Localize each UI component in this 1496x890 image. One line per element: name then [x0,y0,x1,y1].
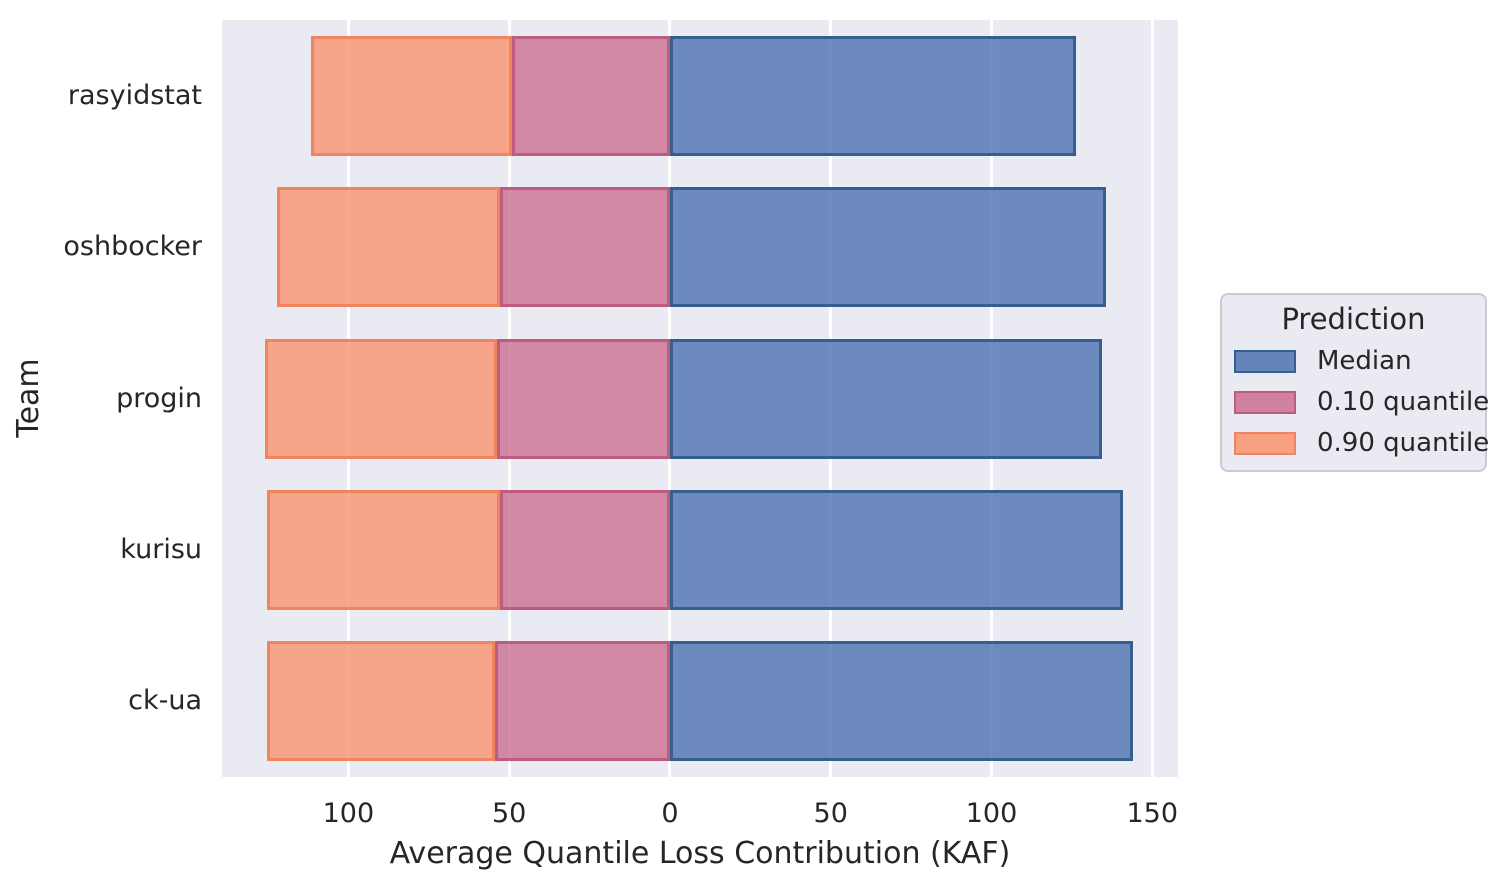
legend-label: 0.90 quantile [1317,428,1490,458]
x-axis-label: Average Quantile Loss Contribution (KAF) [389,836,1011,871]
y-tick-label-ck-ua: ck-ua [128,685,202,717]
legend-swatch-icon [1234,431,1296,455]
x-tick-label-50-at--50: 50 [491,798,527,829]
bar-kurisu-median [669,489,1124,610]
bar-kurisu-0-10-quantile [499,489,670,610]
bar-oshbocker-0-90-quantile [276,187,500,308]
y-tick-label-progin: progin [116,382,202,414]
y-tick-label-oshbocker: oshbocker [63,231,202,263]
legend-item-0-90-quantile: 0.90 quantile [1234,427,1489,459]
legend-title: Prediction [1281,302,1426,336]
x-tick-label-50-at-50: 50 [813,798,848,829]
y-tick-label-kurisu: kurisu [120,533,202,565]
bar-progin-0-90-quantile [264,338,497,459]
bar-rasyidstat-median [669,35,1077,156]
bar-progin-median [669,338,1102,459]
bar-oshbocker-median [669,187,1106,308]
bar-ck-ua-0-10-quantile [495,641,670,762]
plot-area [222,20,1178,777]
bar-rasyidstat-0-90-quantile [310,35,513,156]
legend-label: Median [1317,346,1412,376]
bar-kurisu-0-90-quantile [267,489,500,610]
legend-label: 0.10 quantile [1317,387,1490,417]
legend-items: Median 0.10 quantile 0.90 quantile [1234,345,1489,459]
legend-item-0-10-quantile: 0.10 quantile [1234,386,1489,418]
y-tick-label-rasyidstat: rasyidstat [67,79,202,111]
legend-swatch-icon [1234,390,1296,414]
bar-oshbocker-0-10-quantile [499,187,670,308]
x-tick-label-0-at-0: 0 [661,798,679,829]
x-tick-label-100-at-100: 100 [965,798,1018,829]
x-tick-label-150-at-150: 150 [1126,798,1179,829]
legend: Prediction Median 0.10 quantile 0.90 quant… [1220,293,1489,472]
gridline-x-150 [1150,20,1154,777]
bar-ck-ua-median [669,641,1134,762]
legend-swatch-icon [1234,349,1296,373]
bar-progin-0-10-quantile [496,338,670,459]
legend-item-median: Median [1234,345,1473,377]
bar-ck-ua-0-90-quantile [267,641,495,762]
bar-rasyidstat-0-10-quantile [512,35,670,156]
x-tick-label-100-at--100: 100 [322,798,375,829]
y-axis-label: Team [10,358,46,438]
